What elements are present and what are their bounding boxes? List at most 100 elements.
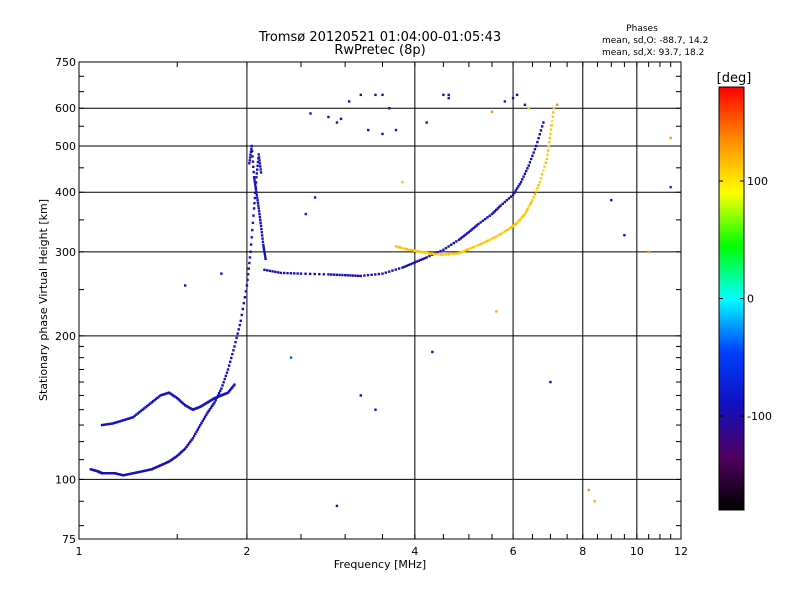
- data-point: [130, 472, 133, 475]
- data-point: [669, 136, 672, 140]
- data-point: [403, 265, 406, 268]
- data-point: [447, 96, 450, 100]
- colorbar-tick-label: -100: [747, 410, 772, 423]
- data-point: [495, 208, 498, 212]
- data-point: [475, 224, 479, 227]
- data-point: [255, 191, 258, 194]
- data-point: [192, 434, 196, 438]
- data-point: [440, 253, 443, 256]
- data-point: [250, 144, 253, 148]
- data-point: [503, 230, 506, 233]
- data-point: [436, 251, 440, 254]
- data-point: [464, 233, 467, 236]
- data-point: [381, 132, 384, 136]
- data-point: [160, 393, 164, 397]
- data-point: [206, 411, 209, 414]
- data-point: [213, 401, 216, 404]
- data-point: [252, 214, 255, 217]
- data-point: [248, 159, 251, 162]
- data-point: [136, 471, 140, 474]
- data-point: [254, 186, 257, 189]
- y-tick-label: 200: [55, 330, 76, 343]
- data-point: [223, 377, 226, 381]
- data-point: [550, 119, 554, 123]
- data-point: [479, 221, 482, 224]
- data-point: [219, 389, 222, 393]
- data-point: [260, 227, 263, 231]
- data-point: [449, 243, 453, 246]
- data-point: [669, 185, 672, 189]
- data-point: [159, 394, 162, 397]
- data-point: [513, 223, 516, 227]
- data-point: [131, 472, 135, 475]
- data-point: [230, 387, 233, 390]
- data-point: [258, 162, 262, 165]
- data-point: [252, 176, 256, 179]
- data-point: [189, 407, 192, 410]
- phases-box-line1: mean, sd,O: -88.7, 14.2: [602, 36, 708, 46]
- data-point: [221, 384, 224, 387]
- data-point: [176, 454, 179, 458]
- data-point: [401, 180, 404, 184]
- data-point: [113, 421, 116, 425]
- data-point: [529, 157, 533, 161]
- data-point: [514, 189, 517, 192]
- data-point: [145, 469, 149, 472]
- data-point: [128, 472, 131, 476]
- data-point: [170, 458, 173, 461]
- data-point: [248, 256, 252, 259]
- plot-frame: [78, 61, 682, 540]
- data-point: [248, 261, 251, 265]
- data-point: [116, 472, 119, 476]
- data-point: [130, 416, 133, 419]
- data-point: [240, 313, 244, 317]
- data-point: [153, 466, 156, 470]
- data-point: [160, 463, 164, 466]
- data-point: [347, 100, 351, 103]
- data-point: [255, 168, 259, 171]
- data-point: [247, 267, 250, 270]
- data-point: [452, 241, 456, 245]
- data-point: [528, 203, 532, 206]
- data-point: [177, 398, 180, 401]
- data-point: [501, 202, 504, 205]
- data-point: [147, 468, 150, 472]
- data-point: [201, 404, 204, 407]
- data-point: [479, 242, 482, 246]
- data-point: [258, 213, 261, 216]
- data-point: [153, 398, 156, 402]
- data-point: [257, 156, 261, 159]
- data-point: [438, 253, 441, 256]
- data-point: [173, 395, 176, 398]
- data-point: [117, 473, 121, 476]
- data-point: [490, 212, 494, 216]
- data-point: [233, 383, 236, 386]
- data-point: [205, 401, 208, 405]
- data-point: [150, 468, 153, 471]
- data-point: [477, 243, 480, 247]
- data-point: [181, 401, 184, 405]
- data-point: [256, 164, 259, 168]
- data-point: [224, 374, 228, 378]
- data-point: [249, 250, 252, 254]
- y-tick-label: 500: [55, 140, 76, 153]
- data-point: [517, 220, 520, 223]
- data-point: [250, 236, 253, 239]
- data-point: [524, 210, 528, 213]
- data-point: [497, 234, 500, 237]
- data-point: [407, 248, 410, 251]
- data-point: [548, 136, 552, 140]
- data-point: [419, 250, 423, 254]
- data-point: [407, 263, 410, 267]
- data-point: [234, 340, 237, 344]
- data-point: [417, 250, 421, 253]
- data-point: [511, 224, 515, 228]
- y-tick-label: 600: [55, 102, 76, 115]
- data-point: [538, 180, 542, 184]
- data-point: [159, 464, 162, 467]
- data-point: [531, 198, 534, 202]
- data-point: [123, 473, 127, 477]
- data-point: [436, 253, 440, 256]
- data-point: [226, 368, 230, 371]
- data-point: [187, 442, 191, 445]
